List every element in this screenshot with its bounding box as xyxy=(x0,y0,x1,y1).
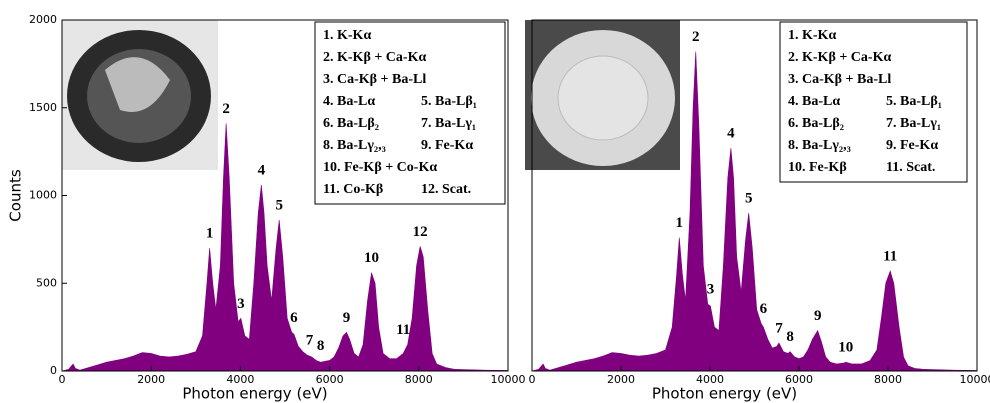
y-tick-label: 2000 xyxy=(29,13,57,26)
x-tick-label: 2000 xyxy=(137,373,165,386)
x-tick-label: 8000 xyxy=(405,373,433,386)
area xyxy=(531,51,978,372)
legend-entry: 8. Ba-Lγ₂,₃ xyxy=(788,138,851,153)
peak-label: 1 xyxy=(676,215,684,231)
y-tick-label: 1500 xyxy=(29,101,57,114)
peak-label: 3 xyxy=(707,282,715,298)
legend-entry: 3. Ca-Kβ + Ba-Ll xyxy=(788,72,891,87)
area xyxy=(61,123,509,372)
legend-entry: 11. Scat. xyxy=(886,160,935,175)
legend-entry: 3. Ca-Kβ + Ba-Ll xyxy=(323,72,426,87)
peak-label: 9 xyxy=(343,310,351,326)
legend-entry: 2. K-Kβ + Ca-Kα xyxy=(788,50,891,65)
legend-box xyxy=(314,21,506,205)
x-tick-label: 0 xyxy=(529,373,536,386)
legend-entry: 7. Ba-Lγ₁ xyxy=(421,116,476,131)
y-axis-label: Counts xyxy=(7,169,25,222)
legend-entry: 12. Scat. xyxy=(421,182,471,197)
peak-label: 9 xyxy=(814,308,822,324)
peak-label: 11 xyxy=(396,322,410,338)
peak-label: 11 xyxy=(883,248,897,264)
x-tick-label: 4000 xyxy=(696,373,724,386)
y-tick-label: 1000 xyxy=(29,189,57,202)
legend-entry: 9. Fe-Kα xyxy=(886,138,938,153)
legend-entry: 9. Fe-Kα xyxy=(421,138,473,153)
x-tick-label: 6000 xyxy=(785,373,813,386)
x-axis-label: Photon energy (eV) xyxy=(182,385,327,403)
peak-label: 3 xyxy=(237,296,245,312)
y-tick-label: 500 xyxy=(36,276,57,289)
peak-label: 10 xyxy=(364,250,379,266)
peak-label: 7 xyxy=(306,333,314,349)
plot-frame xyxy=(531,19,978,372)
x-tick-label: 10000 xyxy=(491,373,526,386)
peak-label: 6 xyxy=(290,310,298,326)
legend-entry: 10. Fe-Kβ + Co-Kα xyxy=(323,160,437,175)
x-tick-label: 10000 xyxy=(960,373,990,386)
peak-label: 4 xyxy=(258,162,266,178)
legend-entry: 5. Ba-Lβ₁ xyxy=(421,94,477,109)
photo-right xyxy=(525,20,680,170)
legend-entry: 1. K-Kα xyxy=(788,28,836,43)
legend-entry: 4. Ba-Lα xyxy=(788,94,840,109)
peak-label: 2 xyxy=(692,29,700,45)
x-tick-label: 4000 xyxy=(226,373,254,386)
legend-entry: 7. Ba-Lγ₁ xyxy=(886,116,941,131)
legend-entry: 10. Fe-Kβ xyxy=(788,160,847,175)
peak-label: 5 xyxy=(745,190,753,206)
peak-label: 5 xyxy=(275,198,283,214)
legend-entry: 5. Ba-Lβ₁ xyxy=(886,94,942,109)
x-axis-label: Photon energy (eV) xyxy=(652,385,797,403)
peak-label: 10 xyxy=(838,340,853,356)
legend-entry: 2. K-Kβ + Ca-Kα xyxy=(323,50,426,65)
legend-box xyxy=(779,21,968,183)
legend-entry: 8. Ba-Lγ₂,₃ xyxy=(323,138,386,153)
x-tick-label: 8000 xyxy=(874,373,902,386)
y-tick-label: 0 xyxy=(50,364,57,377)
peak-label: 2 xyxy=(222,101,230,117)
peak-label: 1 xyxy=(206,226,214,242)
peak-label: 8 xyxy=(317,338,325,354)
x-tick-label: 6000 xyxy=(316,373,344,386)
peak-label: 6 xyxy=(760,301,768,317)
legend-entry: 6. Ba-Lβ₂ xyxy=(323,116,379,131)
legend-entry: 1. K-Kα xyxy=(323,28,371,43)
x-tick-label: 0 xyxy=(59,373,66,386)
legend-entry: 11. Co-Kβ xyxy=(323,182,383,197)
legend-entry: 6. Ba-Lβ₂ xyxy=(788,116,844,131)
peak-label: 12 xyxy=(413,224,428,240)
x-tick-label: 2000 xyxy=(607,373,635,386)
legend-entry: 4. Ba-Lα xyxy=(323,94,375,109)
peak-label: 4 xyxy=(727,126,735,142)
photo-left xyxy=(62,20,218,170)
peak-label: 8 xyxy=(786,329,794,345)
peak-label: 7 xyxy=(775,320,783,336)
